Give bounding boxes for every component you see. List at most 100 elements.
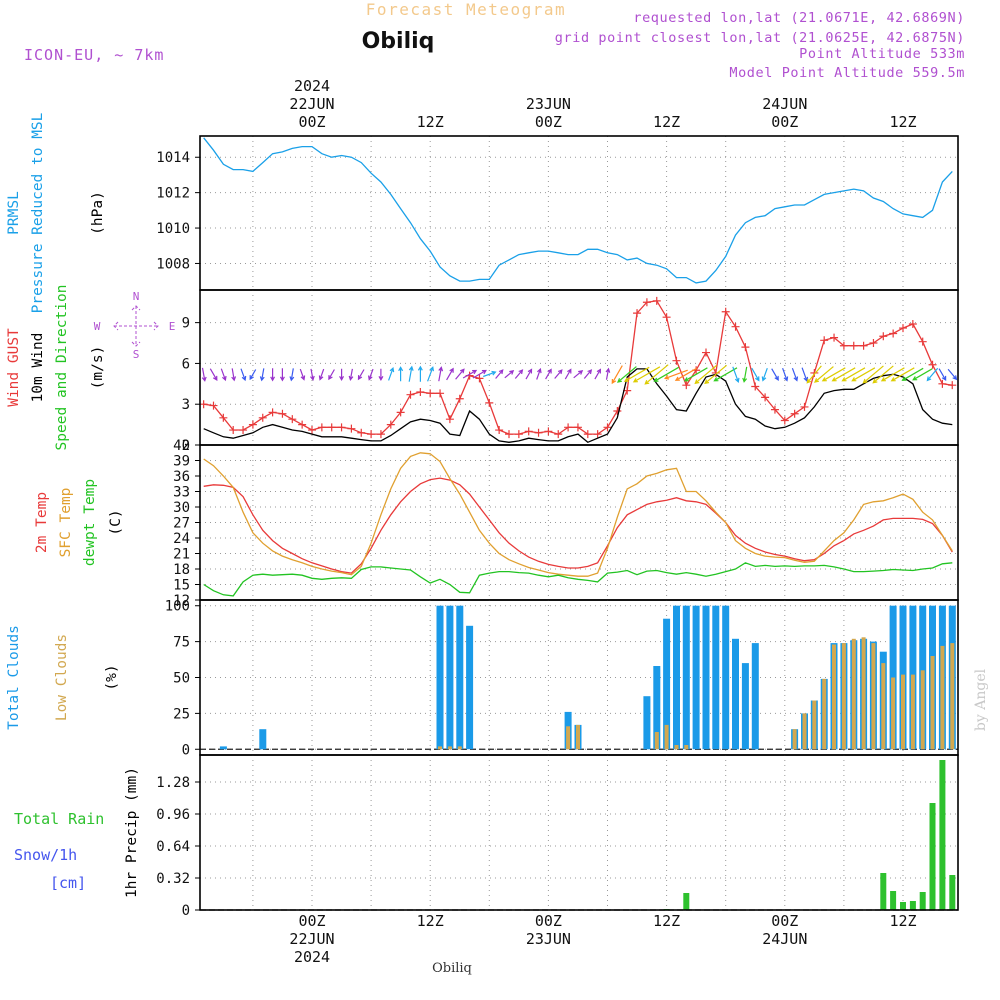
wind-arrow — [472, 369, 487, 379]
compass-s: S — [133, 348, 140, 361]
gust-point — [770, 405, 779, 414]
gust-point — [239, 426, 248, 435]
wind-arrow — [872, 365, 894, 384]
panel-1: 0 3 6 9 Wind GUST 10m Wind Speed and Direction… — [6, 285, 959, 454]
low-cloud-bar — [802, 713, 807, 750]
y-tick-label: 100 — [165, 599, 190, 615]
gust-point — [288, 415, 297, 424]
low-cloud-bar — [910, 674, 915, 750]
low-cloud-bar — [891, 677, 896, 750]
top-time-label: 24JUN — [762, 95, 807, 113]
wind-arrow — [408, 365, 414, 382]
y-tick-label: 21 — [173, 547, 190, 563]
y-axis-label: (%) — [104, 664, 120, 690]
gust-point — [711, 368, 720, 377]
wind-arrow — [348, 368, 354, 381]
point-altitude: Point Altitude 533m — [799, 46, 965, 62]
y-tick-label: 39 — [173, 454, 190, 470]
wind-arrow — [270, 368, 276, 382]
wind-arrow — [249, 369, 257, 381]
bottom-time-label: 12Z — [417, 912, 444, 930]
y-tick-label: 33 — [173, 485, 190, 501]
compass-w: W — [94, 320, 101, 333]
gust-point — [741, 343, 750, 352]
gust-point — [879, 332, 888, 341]
y-tick-label: 6 — [182, 356, 190, 372]
total-cloud-bar — [889, 605, 897, 750]
y-axis-label: Total Clouds — [6, 625, 22, 730]
low-cloud-bar — [576, 724, 580, 750]
gust-point — [357, 428, 366, 437]
rain-bar — [683, 893, 690, 910]
bottom-time-label: 00Z — [298, 912, 325, 930]
gust-point — [603, 423, 612, 432]
gust-point — [889, 329, 898, 338]
low-cloud-bar — [832, 644, 836, 750]
wind-arrow — [653, 366, 680, 382]
wind-arrow — [427, 366, 434, 382]
gust-point — [593, 430, 602, 439]
gust-point — [485, 398, 494, 407]
wind-arrow — [583, 369, 593, 379]
series-wind-gust — [203, 300, 953, 435]
gust-point — [731, 322, 740, 331]
wind-arrow — [545, 368, 552, 380]
gust-point — [573, 423, 582, 432]
bottom-time-label: 22JUN — [289, 930, 334, 948]
low-cloud-bar — [861, 637, 866, 750]
panel-4: 0 0.32 0.64 0.96 1.28 1hr Precip (mm) Total Ra… — [14, 754, 959, 919]
wind-arrow — [455, 368, 465, 380]
series-2m-temp — [203, 477, 953, 574]
wind-arrow — [814, 366, 834, 383]
low-cloud-bar — [664, 724, 669, 750]
gust-point — [199, 400, 208, 409]
y-axis-label: (C) — [108, 509, 124, 535]
wind-arrow — [310, 368, 315, 381]
wind-arrow — [821, 367, 846, 382]
y-tick-label: 0 — [182, 903, 190, 919]
wind-arrow — [554, 369, 563, 379]
top-time-label: 2024 — [294, 77, 330, 95]
y-tick-label: 0 — [182, 742, 190, 758]
gust-point — [751, 382, 760, 391]
top-time-label: 12Z — [653, 113, 680, 131]
rain-bar — [949, 875, 956, 910]
total-cloud-bar — [663, 618, 671, 750]
gust-point — [928, 360, 937, 369]
gust-point — [583, 430, 592, 439]
wind-arrow — [564, 368, 572, 380]
gust-point — [849, 341, 858, 350]
watermark: by Angel — [973, 668, 989, 731]
gust-point — [899, 324, 907, 333]
wind-arrow — [328, 369, 335, 381]
y-axis-label: Wind GUST — [6, 328, 22, 407]
y-axis-label: Low Clouds — [54, 634, 70, 721]
gust-point — [317, 423, 326, 432]
y-axis-label: 2m Temp — [34, 492, 50, 553]
gust-point — [682, 381, 691, 390]
y-tick-label: 12 — [173, 593, 190, 609]
bottom-time-label: 2024 — [294, 948, 330, 966]
total-cloud-bar — [732, 638, 739, 750]
gust-point — [672, 356, 681, 365]
low-cloud-bar — [851, 638, 856, 750]
gust-point — [455, 394, 464, 403]
wind-arrow — [318, 368, 325, 381]
y-axis-label: 1hr Precip (mm) — [124, 767, 140, 898]
total-cloud-bar — [722, 605, 730, 750]
gust-point — [337, 423, 346, 432]
wind-arrow — [831, 367, 856, 382]
low-cloud-bar — [881, 663, 886, 750]
wind-arrow — [801, 367, 809, 383]
model-altitude: Model Point Altitude 559.5m — [729, 65, 965, 81]
gust-point — [308, 426, 316, 435]
wind-arrow — [926, 367, 939, 382]
rain-bar — [900, 902, 906, 910]
low-cloud-bar — [822, 678, 827, 750]
wind-arrow — [751, 367, 760, 382]
wind-arrow — [357, 369, 365, 381]
series-sfc-temp — [203, 452, 953, 577]
gust-point — [642, 298, 651, 307]
gust-point — [426, 389, 435, 398]
compass-n: N — [133, 290, 140, 303]
